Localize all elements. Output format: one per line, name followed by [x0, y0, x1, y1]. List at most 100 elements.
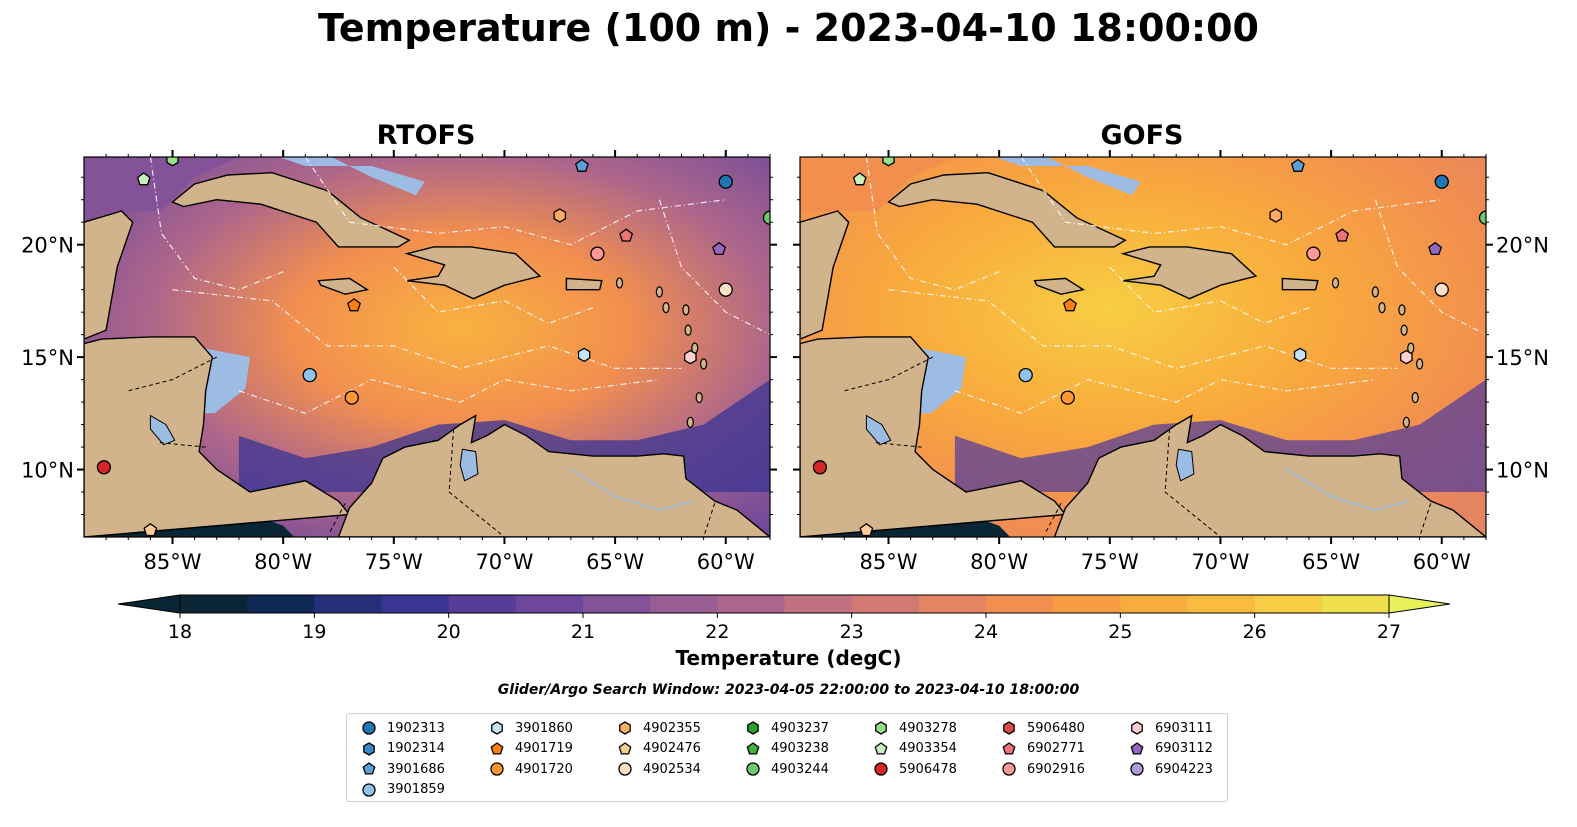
land-puerto-rico: [565, 277, 603, 291]
float-marker-4901719: [1063, 298, 1077, 312]
map-frame-rtofs: [83, 156, 771, 538]
x-tick-label: 75°W: [365, 550, 423, 574]
lake: [459, 448, 479, 482]
legend-item-6902916: 6902916: [1001, 759, 1085, 779]
land-hispaniola: [404, 246, 542, 300]
land-puerto-rico: [1281, 277, 1319, 291]
legend-item-3901860: 3901860: [489, 718, 573, 738]
eez-boundary: [1374, 199, 1486, 336]
eez-boundary: [865, 157, 1000, 291]
legend-label: 4903244: [771, 761, 829, 777]
small-island: [1378, 302, 1386, 314]
legend-marker-4903244: [746, 762, 760, 776]
land-central-america: [84, 336, 351, 537]
legend-marker-5906478: [874, 762, 888, 776]
legend-marker-3901859: [362, 782, 376, 797]
legend-item-4903238: 4903238: [745, 739, 829, 759]
legend-label: 6903111: [1155, 720, 1213, 736]
country-border: [128, 356, 218, 392]
colorbar-segment: [1321, 595, 1390, 613]
colorbar-label: Temperature (degC): [675, 646, 902, 670]
legend-item-6902771: 6902771: [1001, 739, 1085, 759]
small-island: [1400, 324, 1408, 336]
float-marker-4903278: [882, 157, 895, 167]
shallow-shelf-gofs: [919, 348, 966, 414]
legend-label: 4902534: [643, 761, 701, 777]
legend-item-3901686: 3901686: [361, 759, 445, 779]
colorbar-segment: [247, 595, 315, 613]
land-yucatan: [84, 210, 134, 340]
legend-item-3901859: 3901859: [361, 780, 445, 800]
legend-marker-6902771: [1002, 741, 1016, 755]
colorbar-tick-label: 18: [168, 621, 192, 643]
float-marker-4901720: [1060, 390, 1075, 405]
eez-boundary: [658, 199, 770, 336]
float-marker-6902916: [590, 246, 605, 261]
land-jamaica: [317, 277, 370, 295]
small-island: [695, 391, 703, 404]
legend-item-4901720: 4901720: [489, 759, 573, 779]
colorbar-segment: [717, 595, 786, 613]
colorbar-tick-label: 22: [705, 621, 729, 643]
legend-label: 4903278: [899, 720, 957, 736]
legend-marker-4902355: [619, 721, 631, 735]
legend-item-4901719: 4901719: [489, 739, 573, 759]
colorbar-tick-label: 23: [840, 621, 864, 643]
eez-boundary: [888, 289, 1398, 370]
float-marker-1902313: [1434, 174, 1449, 189]
panel-title-rtofs: RTOFS: [376, 120, 476, 151]
eez-boundary: [1020, 157, 1442, 246]
float-marker-4902534: [718, 282, 733, 297]
float-marker-4903278: [166, 157, 179, 167]
small-island: [1416, 358, 1424, 370]
small-island: [1411, 391, 1419, 404]
x-tick-label: 65°W: [586, 550, 644, 574]
legend-marker-6903111: [1131, 721, 1143, 735]
country-border: [844, 356, 934, 392]
legend-item-6904223: 6904223: [1129, 759, 1213, 779]
x-tick-label: 75°W: [1081, 550, 1139, 574]
lake: [1175, 448, 1195, 482]
colorbar-segment: [583, 595, 651, 613]
legend-item-4903278: 4903278: [873, 718, 957, 738]
x-tick-label: 70°W: [1191, 550, 1249, 574]
legend-label: 3901859: [387, 782, 445, 797]
legend-label: 5906478: [899, 761, 957, 777]
legend-label: 4903354: [899, 741, 957, 756]
eez-boundary: [304, 157, 726, 246]
y-tick-label: 20°N: [1496, 234, 1549, 258]
float-marker-6903111: [1400, 349, 1413, 365]
colorbar-max-extend: [1388, 594, 1451, 614]
legend-label: 3901686: [387, 761, 445, 777]
colorbar-segment: [851, 595, 920, 613]
legend-marker-3901686: [362, 762, 376, 775]
float-marker-3901859: [1018, 367, 1033, 383]
panel-title-gofs: GOFS: [1100, 120, 1184, 151]
legend-item-5906478: 5906478: [873, 759, 957, 779]
legend-marker-1902313: [362, 721, 376, 735]
shallow-shelf-gofs: [994, 157, 1141, 196]
y-tick-label: 15°N: [1496, 346, 1549, 370]
small-island: [684, 324, 692, 336]
legend-label: 4903238: [771, 741, 829, 756]
small-island: [686, 416, 694, 428]
x-tick-label: 80°W: [970, 550, 1028, 574]
colorbar-segment: [381, 595, 450, 613]
float-marker-3901686: [1290, 158, 1305, 172]
river: [1286, 468, 1409, 511]
land-south-america: [1053, 414, 1486, 537]
legend-item-6903111: 6903111: [1129, 718, 1213, 738]
legend-label: 1902313: [387, 720, 445, 736]
map-frame-gofs: [799, 156, 1487, 538]
colorbar-segment: [448, 595, 517, 613]
colorbar-segment: [1254, 595, 1323, 613]
colorbar-tick-label: 20: [437, 621, 461, 643]
float-marker-6903112: [712, 241, 727, 256]
legend-label: 6904223: [1155, 761, 1213, 777]
small-island: [615, 277, 624, 289]
legend-item-4902355: 4902355: [617, 718, 701, 738]
small-island: [1402, 416, 1410, 428]
eez-boundary: [393, 266, 594, 325]
float-marker-3901860: [577, 347, 591, 363]
colorbar-min-extend: [117, 594, 181, 614]
